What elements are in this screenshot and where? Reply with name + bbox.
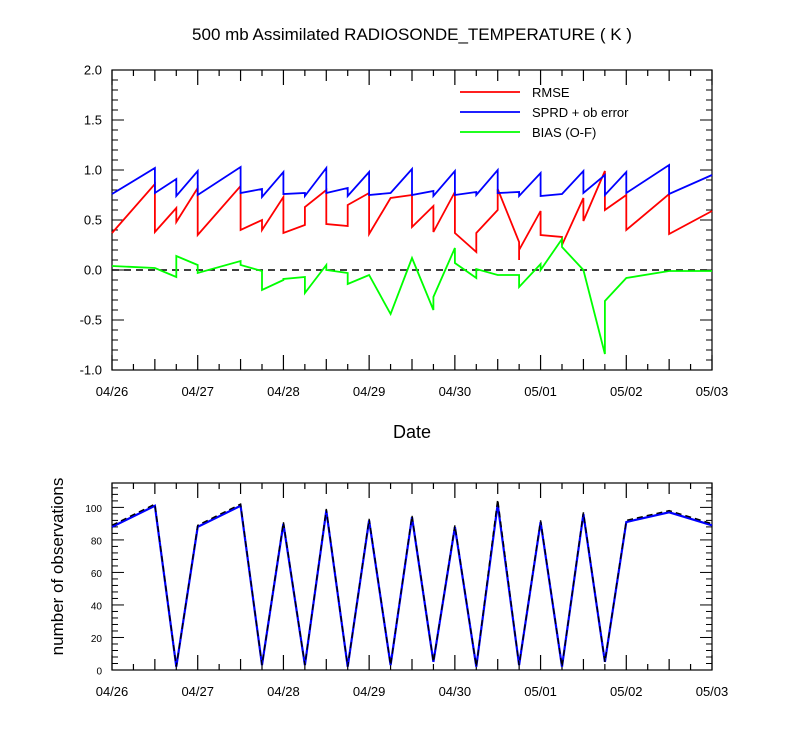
x-tick-label: 05/01 (524, 684, 557, 699)
y-tick-label: 0.0 (84, 263, 102, 278)
y-tick-label: 1.5 (84, 113, 102, 128)
x-tick-label: 04/29 (353, 384, 386, 399)
x-tick-label: 04/28 (267, 684, 300, 699)
x-tick-label: 05/02 (610, 684, 643, 699)
y-axis-label: number of observations (48, 478, 67, 656)
x-tick-label: 04/26 (96, 384, 129, 399)
x-tick-label: 04/30 (439, 684, 472, 699)
plot-frame (111, 482, 713, 671)
y-tick-label: 1.0 (84, 163, 102, 178)
x-tick-label: 04/27 (181, 684, 214, 699)
y-tick-label: 20 (91, 634, 103, 645)
x-tick-label: 04/26 (96, 684, 129, 699)
top-panel (111, 69, 713, 371)
x-tick-label: 04/28 (267, 384, 300, 399)
possible-obs-line (111, 499, 713, 667)
x-tick-label: 05/03 (696, 684, 729, 699)
x-tick-label: 05/03 (696, 384, 729, 399)
y-tick-label: -0.5 (80, 313, 102, 328)
legend-label: SPRD + ob error (532, 105, 629, 120)
x-tick-label: 04/27 (181, 384, 214, 399)
y-tick-label: 100 (85, 504, 102, 515)
x-tick-label: 05/02 (610, 384, 643, 399)
y-tick-label: 80 (91, 536, 103, 547)
y-tick-label: 0.5 (84, 213, 102, 228)
y-tick-label: 0 (96, 667, 102, 678)
x-tick-label: 04/30 (439, 384, 472, 399)
x-tick-label: 04/29 (353, 684, 386, 699)
x-tick-label: 05/01 (524, 384, 557, 399)
y-tick-label: -1.0 (80, 363, 102, 378)
assimilated-obs-line (111, 503, 713, 667)
legend-label: BIAS (O-F) (532, 125, 596, 140)
rmse-line (111, 170, 713, 260)
bottom-panel (111, 482, 713, 671)
x-axis-label: Date (393, 422, 431, 442)
y-tick-label: 60 (91, 569, 103, 580)
legend-label: RMSE (532, 85, 570, 100)
chart-title: 500 mb Assimilated RADIOSONDE_TEMPERATUR… (192, 25, 632, 44)
y-tick-label: 40 (91, 601, 103, 612)
bias-line (111, 236, 712, 355)
spread-line (111, 163, 713, 200)
y-tick-label: 2.0 (84, 63, 102, 78)
